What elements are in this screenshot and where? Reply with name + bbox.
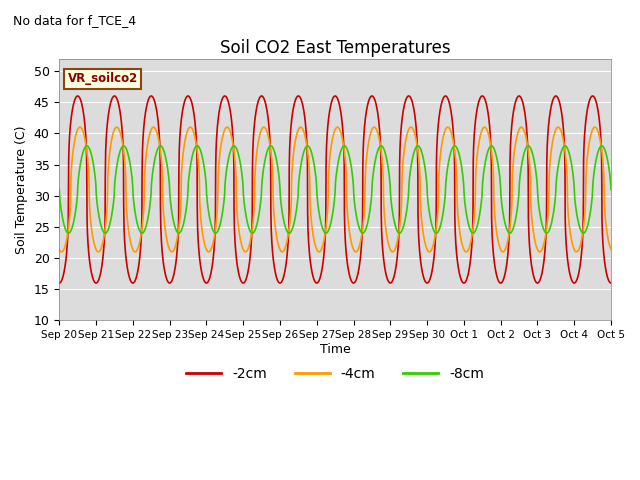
-8cm — [230, 143, 238, 149]
-4cm — [591, 124, 599, 130]
-8cm — [598, 143, 605, 149]
-4cm — [440, 129, 448, 135]
-8cm — [405, 180, 413, 186]
-2cm — [607, 280, 615, 286]
Line: -4cm: -4cm — [60, 127, 611, 252]
-4cm — [58, 249, 65, 255]
-2cm — [230, 226, 238, 232]
Line: -2cm: -2cm — [60, 96, 611, 283]
Line: -8cm: -8cm — [60, 146, 611, 233]
-8cm — [65, 230, 72, 236]
-2cm — [511, 103, 518, 108]
-2cm — [74, 93, 81, 99]
Title: Soil CO2 East Temperatures: Soil CO2 East Temperatures — [220, 39, 451, 57]
-2cm — [440, 94, 448, 99]
-2cm — [405, 93, 413, 99]
-8cm — [470, 230, 477, 236]
-2cm — [56, 280, 63, 286]
-4cm — [511, 147, 518, 153]
-2cm — [470, 140, 477, 146]
Text: No data for f_TCE_4: No data for f_TCE_4 — [13, 14, 136, 27]
-8cm — [607, 187, 615, 192]
-4cm — [405, 126, 413, 132]
-8cm — [511, 221, 518, 227]
-2cm — [440, 94, 448, 99]
-4cm — [607, 247, 615, 252]
-4cm — [56, 247, 63, 252]
Y-axis label: Soil Temperature (C): Soil Temperature (C) — [15, 125, 28, 254]
-4cm — [230, 152, 238, 157]
-4cm — [440, 130, 448, 136]
-8cm — [440, 202, 448, 207]
Legend: -2cm, -4cm, -8cm: -2cm, -4cm, -8cm — [181, 362, 490, 387]
-8cm — [56, 187, 63, 192]
Text: VR_soilco2: VR_soilco2 — [68, 72, 138, 85]
-8cm — [440, 200, 448, 206]
-4cm — [470, 219, 477, 225]
X-axis label: Time: Time — [320, 343, 351, 356]
